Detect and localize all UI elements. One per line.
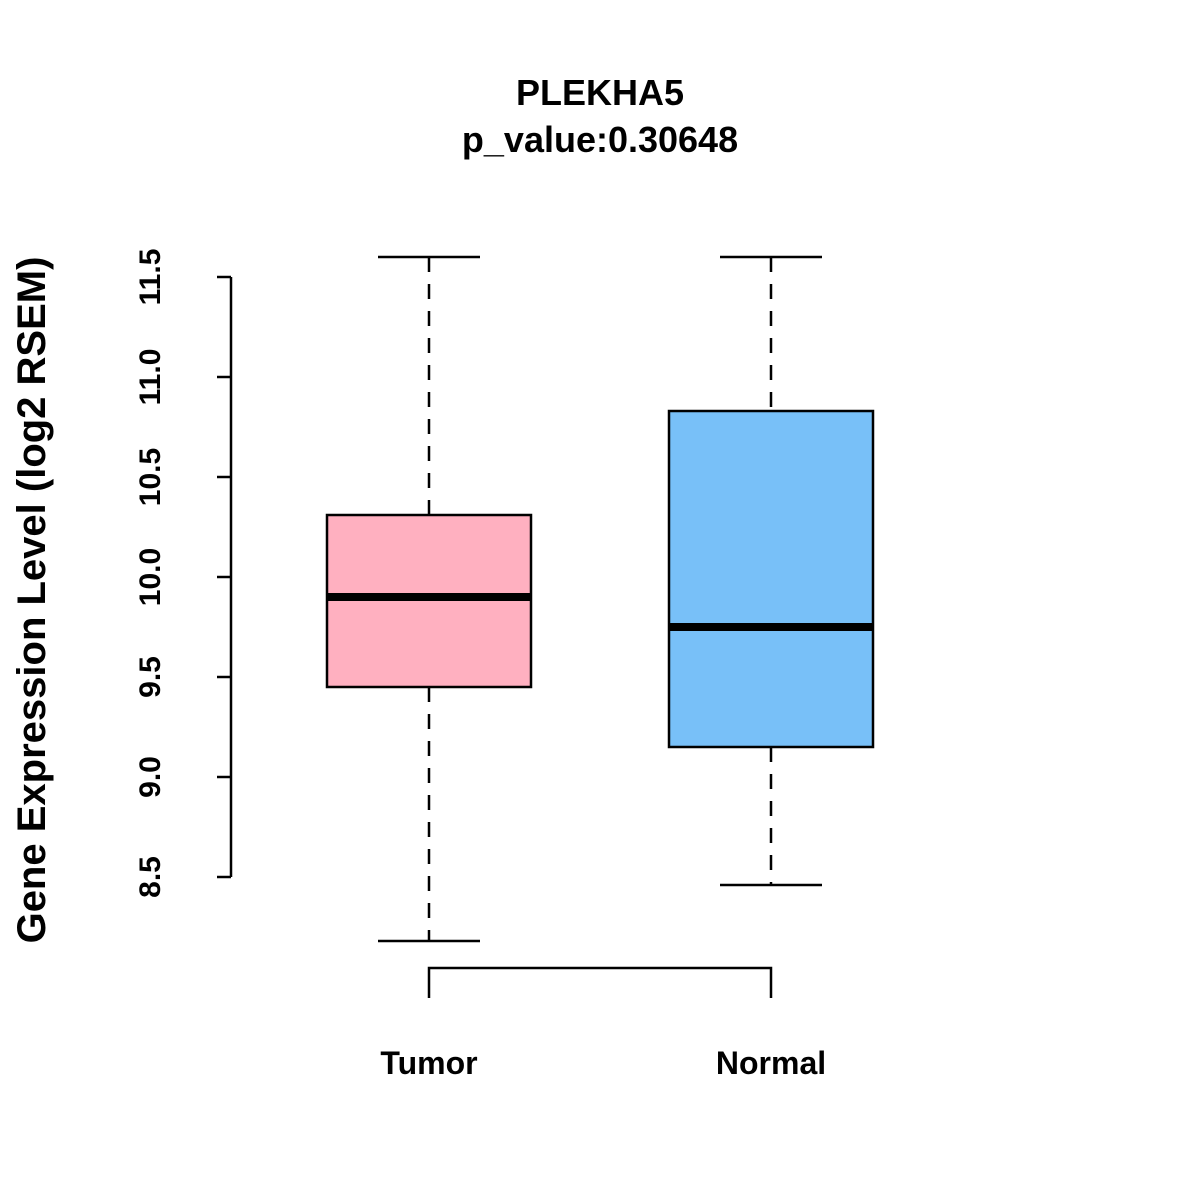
category-label-tumor: Tumor — [380, 1045, 477, 1081]
y-tick-label: 10.0 — [134, 548, 167, 606]
y-tick-label: 11.5 — [134, 249, 167, 306]
y-tick-label: 11.0 — [134, 349, 167, 406]
significance-bracket — [427, 966, 773, 998]
iqr-box — [667, 409, 875, 749]
y-axis: 8.5 9.0 9.5 10.0 10.5 11.0 11.5 — [134, 249, 233, 898]
y-tick-label: 9.5 — [134, 656, 167, 698]
y-tick-label: 8.5 — [134, 856, 167, 898]
box-tumor — [325, 255, 533, 943]
category-label-normal: Normal — [716, 1045, 826, 1081]
bracket-line — [427, 966, 773, 998]
y-axis-label: Gene Expression Level (log2 RSEM) — [10, 257, 54, 944]
chart-subtitle: p_value:0.30648 — [462, 119, 738, 160]
y-tick-label: 10.5 — [134, 448, 167, 506]
chart-title: PLEKHA5 — [516, 72, 684, 113]
box-normal — [667, 255, 875, 887]
y-tick-label: 9.0 — [134, 756, 167, 798]
box-series — [325, 255, 875, 943]
x-axis-labels: Tumor Normal — [380, 1045, 826, 1081]
